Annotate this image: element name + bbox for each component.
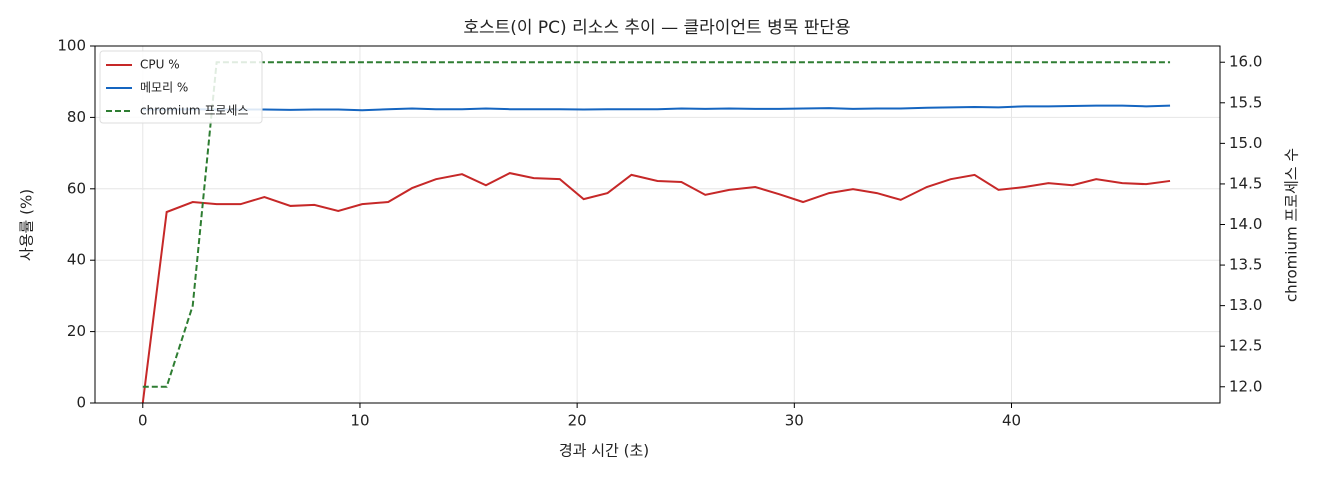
y2-tick-label: 14.5 (1229, 174, 1262, 192)
series-line (142, 104, 1171, 112)
y-tick-label: 40 (67, 251, 86, 269)
y-tick-label: 100 (57, 37, 86, 55)
y2-tick-label: 12.5 (1229, 337, 1262, 355)
y-tick-label: 80 (67, 108, 86, 126)
x-tick-label: 40 (1002, 412, 1021, 430)
y-tick-label: 20 (67, 322, 86, 340)
x-tick-label: 0 (138, 412, 148, 430)
legend-label: 메모리 % (140, 81, 188, 95)
y2-tick-label: 13.0 (1229, 296, 1262, 314)
legend-box (99, 50, 263, 124)
y-tick-label: 60 (67, 179, 86, 197)
y2-tick-label: 15.5 (1229, 93, 1262, 111)
y2-axis-label: chromium 프로세스 수 (1283, 148, 1301, 302)
y2-tick-label: 13.5 (1229, 256, 1262, 274)
y-tick-label: 0 (76, 394, 86, 412)
legend-label: chromium 프로세스 (140, 104, 249, 118)
x-tick-label: 30 (785, 412, 804, 430)
y2-tick-label: 16.0 (1229, 53, 1262, 71)
legend: CPU % 메모리 % chromium 프로세스 (99, 50, 263, 124)
y2-tick-label: 14.0 (1229, 215, 1262, 233)
legend-label: CPU % (140, 58, 180, 72)
x-axis-label: 경과 시간 (초) (559, 442, 649, 460)
y2-tick-label: 12.0 (1229, 377, 1262, 395)
y2-tick-label: 15.0 (1229, 134, 1262, 152)
series-line (141, 172, 1171, 404)
y-axis-label: 사용률 (%) (18, 189, 36, 261)
plot-frame (94, 45, 1221, 404)
chart-title: 호스트(이 PC) 리소스 추이 — 클라이언트 병목 판단용 (463, 18, 850, 38)
series-line (142, 61, 1171, 388)
x-tick-label: 20 (568, 412, 587, 430)
x-tick-label: 10 (350, 412, 369, 430)
